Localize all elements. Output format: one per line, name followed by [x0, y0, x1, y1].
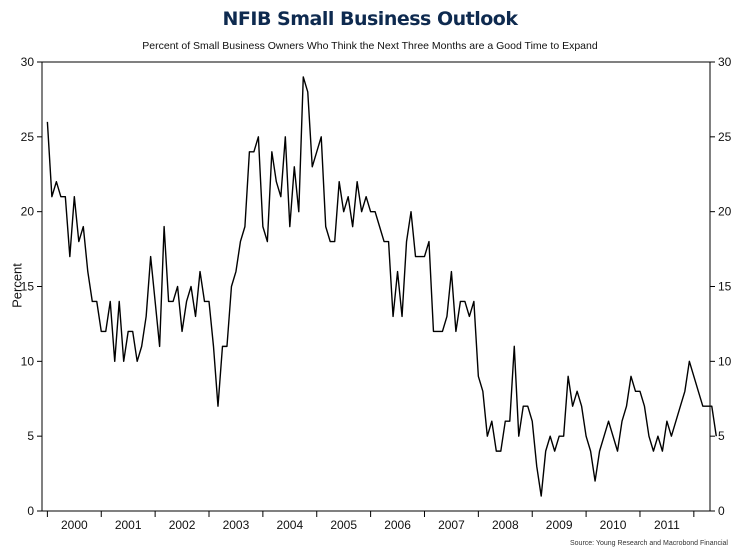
- y-tick-label-left: 10: [21, 354, 35, 368]
- series-line: [46, 76, 717, 497]
- ticks-layer: 0 0 5 5 10 10 15 15 20 20 25 25 30 30 2000 2001 2002 2003…: [21, 55, 732, 532]
- y-tick-label-left: 25: [21, 130, 35, 144]
- chart-subtitle: Percent of Small Business Owners Who Thi…: [142, 40, 598, 52]
- x-tick-label: 2009: [546, 518, 573, 532]
- x-tick-label: 2005: [330, 518, 357, 532]
- chart-title: NFIB Small Business Outlook: [222, 8, 518, 30]
- x-tick-label: 2006: [384, 518, 411, 532]
- y-tick-label-right: 5: [718, 429, 725, 443]
- y-tick-label-right: 0: [718, 504, 725, 518]
- x-tick-label: 2011: [654, 518, 680, 532]
- x-tick-label: 2000: [61, 518, 88, 532]
- y-tick-label-right: 25: [718, 130, 732, 144]
- y-tick-label-left: 15: [21, 280, 35, 294]
- x-tick-label: 2010: [600, 518, 627, 532]
- source-note: Source: Young Research and Macrobond Fin…: [570, 540, 728, 547]
- y-tick-label-left: 0: [27, 504, 34, 518]
- y-tick-label-left: 20: [21, 205, 35, 219]
- x-tick-label: 2004: [276, 518, 303, 532]
- y-tick-label-right: 10: [718, 354, 732, 368]
- x-tick-label: 2001: [115, 518, 142, 532]
- plot-frame: [41, 61, 711, 512]
- x-tick-label: 2007: [438, 518, 465, 532]
- x-tick-label: 2002: [169, 518, 196, 532]
- y-tick-label-left: 30: [21, 55, 35, 69]
- x-tick-label: 2003: [223, 518, 250, 532]
- y-tick-label-right: 30: [718, 55, 732, 69]
- series-layer: [46, 76, 717, 497]
- x-tick-label: 2008: [492, 518, 519, 532]
- y-tick-label-right: 15: [718, 280, 732, 294]
- y-tick-label-right: 20: [718, 205, 732, 219]
- y-tick-label-left: 5: [27, 429, 34, 443]
